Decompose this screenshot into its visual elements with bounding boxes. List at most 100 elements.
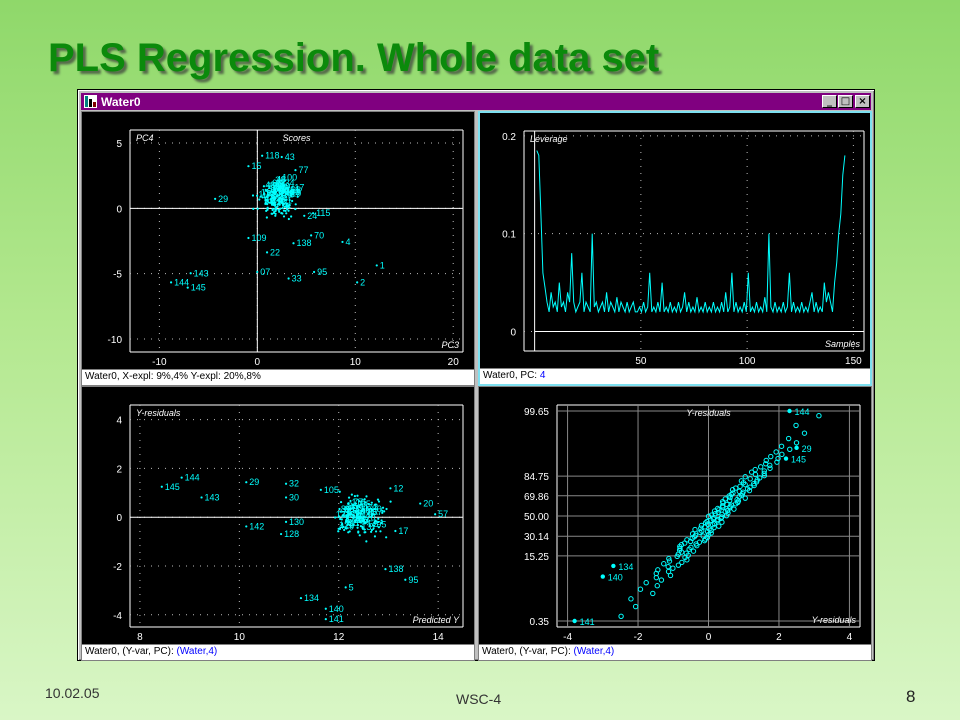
score-label: 89: [279, 186, 289, 196]
score-label: 59: [274, 189, 284, 199]
residual-point: [385, 507, 388, 511]
residual-point: [370, 530, 373, 533]
maximize-button[interactable]: □: [838, 95, 853, 108]
score-label: 61: [290, 185, 300, 195]
score-point: [285, 212, 288, 215]
residual-point: [180, 476, 183, 479]
score-point: [289, 194, 292, 197]
residual-point: [356, 526, 359, 529]
residual-point: [339, 500, 343, 504]
residual-point: [345, 514, 348, 517]
score-point: [273, 198, 276, 201]
residual-point: [389, 487, 392, 490]
score-label: 115: [281, 185, 295, 195]
residual-point: [319, 488, 322, 491]
score-label: 47: [273, 182, 283, 192]
probability-point: [679, 559, 685, 566]
pred-status-text: Water0, (Y-var, PC):: [85, 646, 177, 657]
y-tick-label: 0.1: [502, 230, 516, 241]
residual-point: [361, 525, 364, 528]
residual-point: [356, 523, 360, 527]
probability-point: [742, 474, 748, 480]
residual-point: [377, 520, 380, 524]
residual-label: 9: [350, 512, 355, 522]
residual-point: [370, 516, 373, 519]
chart-title: Scores: [282, 133, 311, 143]
residual-label: 46: [355, 514, 365, 524]
residual-point: [342, 525, 345, 528]
minimize-button[interactable]: _: [822, 95, 837, 108]
chart-title: Y-residuals: [686, 408, 731, 418]
score-label: 131: [277, 195, 292, 205]
residual-point: [354, 520, 357, 524]
residual-label: 110: [358, 509, 372, 519]
leverage-plot-panel[interactable]: 50 100 150 0.2 0.1 0 Leverage Samples Water0, P…: [478, 111, 872, 386]
score-point: [284, 198, 287, 202]
residual-label: 27: [360, 516, 370, 526]
residual-point: [352, 523, 355, 526]
probability-point: [761, 468, 767, 474]
score-point: [287, 217, 290, 221]
probability-point: [757, 464, 764, 470]
residuals-vs-predicted-panel[interactable]: 8 10 12 14 4 2 0 -2 -4 Y-residuals Predicted Y 12 11…: [81, 386, 475, 661]
residual-point: [366, 520, 369, 523]
probability-point: [816, 413, 822, 419]
score-point: [303, 214, 306, 217]
probability-point: [763, 461, 769, 467]
residual-label: 8: [357, 510, 362, 520]
water0-window[interactable]: Water0 _ □ × -10 0 10 20 5 0 -5 -10 Scores PC4 PC3…: [77, 89, 875, 661]
residual-point: [361, 507, 364, 510]
residual-label: 128: [284, 529, 299, 539]
residual-label: 106: [356, 506, 371, 516]
probability-point: [690, 548, 697, 554]
residual-label: 143: [205, 492, 220, 502]
x-tick-label: 50: [635, 356, 647, 367]
probability-point: [666, 558, 673, 564]
normal-probability-plot[interactable]: -4 -2 0 2 4 99.65 84.75 69.86 50.00 30.14 15.25 0.3…: [479, 387, 871, 645]
residual-label: 32: [289, 479, 299, 489]
score-point: [277, 194, 280, 197]
score-point: [276, 194, 279, 197]
residual-point: [372, 527, 375, 530]
normal-probability-panel[interactable]: -4 -2 0 2 4 99.65 84.75 69.86 50.00 30.14 15.25 0.3…: [478, 386, 872, 661]
score-point: [276, 203, 280, 206]
score-point: [285, 202, 289, 205]
probability-point: [689, 531, 696, 537]
window-title-bar[interactable]: Water0 _ □ ×: [81, 93, 871, 110]
score-point: [280, 155, 283, 159]
probability-point: [773, 449, 779, 455]
residual-label: 42: [339, 521, 349, 531]
score-label: 19: [291, 188, 301, 198]
residual-point: [394, 529, 397, 533]
residual-point: [374, 530, 378, 533]
probability-point: [706, 526, 712, 532]
score-label: 104: [258, 189, 273, 199]
pred-status-bar: Water0, (Y-var, PC): (Water,4): [82, 644, 474, 660]
y-tick-label: 99.65: [524, 407, 549, 418]
score-label: 23: [281, 188, 291, 198]
residual-point: [299, 596, 303, 600]
close-button[interactable]: ×: [855, 95, 870, 108]
residual-label: 122: [339, 520, 354, 530]
probability-point: [761, 470, 767, 477]
score-point: [310, 234, 313, 237]
y-tick-label: 5: [116, 139, 122, 150]
residual-label: 67: [372, 507, 382, 517]
residual-label: 95: [376, 519, 386, 529]
score-point: [258, 198, 261, 201]
score-label: 96: [279, 186, 289, 196]
score-label: 29: [218, 194, 228, 204]
scores-plot-panel[interactable]: -10 0 10 20 5 0 -5 -10 Scores PC4 PC3 26 31 27 9 117 3 13…: [81, 111, 475, 386]
score-point: [266, 206, 269, 209]
leverage-plot[interactable]: 50 100 150 0.2 0.1 0 Leverage Samples: [480, 113, 870, 369]
score-label: 2: [360, 277, 365, 287]
residual-point: [365, 495, 368, 498]
probability-point: [719, 499, 726, 505]
y-tick-label: 0: [116, 513, 122, 524]
residual-point: [345, 519, 348, 522]
score-label: 144: [174, 277, 189, 287]
score-label: 100: [282, 173, 297, 183]
y-axis-label: PC4: [136, 133, 154, 143]
